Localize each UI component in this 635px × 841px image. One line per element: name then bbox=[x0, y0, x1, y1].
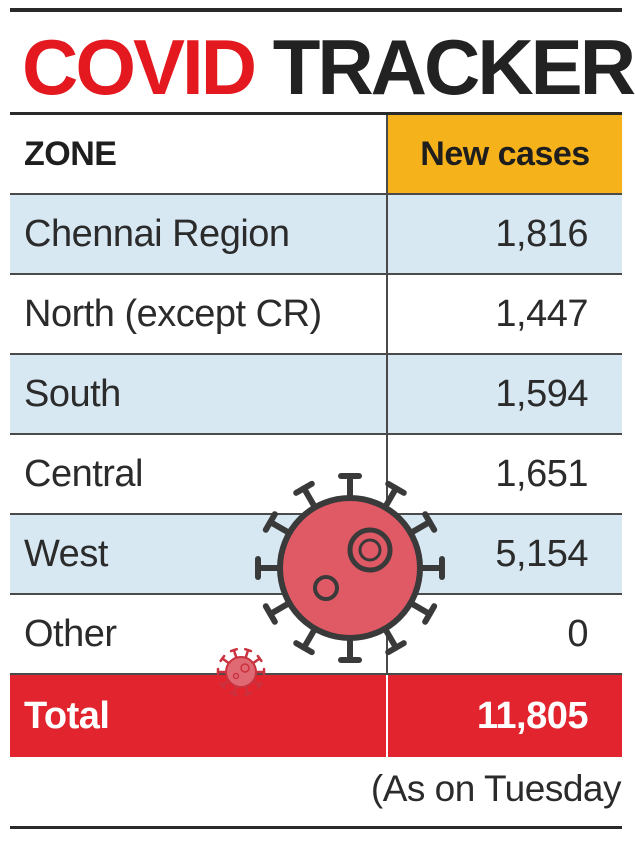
date-footnote: (As on Tuesday bbox=[370, 768, 622, 809]
zone-cell: Central bbox=[24, 452, 144, 495]
column-divider bbox=[386, 675, 388, 757]
table-row: Other 0 bbox=[10, 595, 622, 675]
page-title: COVID TRACKER bbox=[22, 23, 635, 111]
title-tracker: TRACKER bbox=[272, 23, 635, 111]
zone-cell: South bbox=[24, 372, 121, 415]
virus-icon bbox=[255, 473, 445, 663]
table-row: South 1,594 bbox=[10, 355, 622, 435]
cases-cell: 1,816 bbox=[495, 212, 588, 255]
bottom-rule bbox=[10, 826, 622, 829]
total-row: Total 11,805 bbox=[10, 675, 622, 757]
column-divider bbox=[386, 435, 388, 513]
total-value: 11,805 bbox=[476, 694, 589, 737]
new-cases-column-header: New cases bbox=[388, 115, 622, 193]
cases-cell: 1,651 bbox=[495, 452, 588, 495]
total-label: Total bbox=[24, 694, 110, 737]
cases-cell: 1,594 bbox=[495, 372, 588, 415]
cases-table: ZONE New cases Chennai Region 1,816 Nort… bbox=[10, 115, 622, 757]
zone-cell: North (except CR) bbox=[24, 292, 322, 335]
zone-cell: Chennai Region bbox=[24, 212, 290, 255]
cases-cell: 5,154 bbox=[495, 532, 588, 575]
zone-cell: West bbox=[24, 532, 108, 575]
column-divider bbox=[386, 115, 388, 193]
zone-cell: Other bbox=[24, 612, 117, 655]
small-virus-icon bbox=[216, 647, 266, 697]
cases-cell: 1,447 bbox=[495, 292, 588, 335]
column-divider bbox=[386, 275, 388, 353]
table-row: Chennai Region 1,816 bbox=[10, 195, 622, 275]
table-row: North (except CR) 1,447 bbox=[10, 275, 622, 355]
title-rule bbox=[10, 112, 622, 115]
table-header-row: ZONE New cases bbox=[10, 115, 622, 195]
cases-cell: 0 bbox=[567, 612, 588, 655]
column-divider bbox=[386, 195, 388, 273]
column-divider bbox=[386, 355, 388, 433]
zone-column-header: ZONE bbox=[24, 134, 117, 173]
title-covid: COVID bbox=[22, 23, 257, 111]
top-rule bbox=[10, 8, 622, 12]
